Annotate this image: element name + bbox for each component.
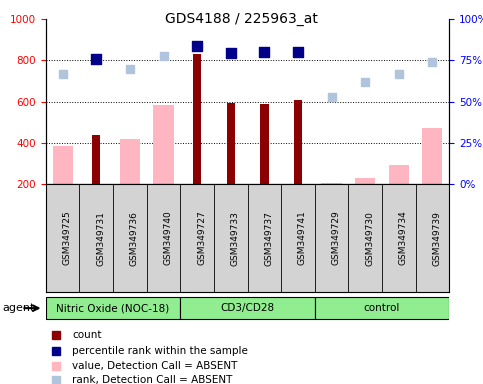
Text: rank, Detection Call = ABSENT: rank, Detection Call = ABSENT — [72, 376, 232, 384]
Bar — [227, 103, 235, 184]
Text: GSM349737: GSM349737 — [264, 211, 273, 265]
Text: GDS4188 / 225963_at: GDS4188 / 225963_at — [165, 12, 318, 25]
Text: GSM349734: GSM349734 — [399, 211, 408, 265]
Text: GSM349731: GSM349731 — [96, 211, 105, 265]
Point — [160, 53, 168, 60]
Point — [327, 94, 335, 100]
Text: GSM349739: GSM349739 — [432, 211, 441, 265]
Bar — [154, 106, 173, 184]
Text: agent: agent — [2, 303, 35, 313]
Point — [193, 43, 201, 49]
Bar — [193, 54, 201, 184]
Text: GSM349727: GSM349727 — [197, 211, 206, 265]
Point — [294, 49, 302, 55]
FancyBboxPatch shape — [46, 297, 180, 319]
Text: GSM349725: GSM349725 — [63, 211, 71, 265]
Text: control: control — [364, 303, 400, 313]
Text: GSM349730: GSM349730 — [365, 211, 374, 265]
FancyBboxPatch shape — [180, 297, 315, 319]
Point — [428, 58, 436, 65]
Bar — [294, 100, 302, 184]
Text: count: count — [72, 330, 101, 340]
Text: GSM349733: GSM349733 — [231, 211, 240, 265]
Point — [126, 66, 134, 72]
Text: GSM349741: GSM349741 — [298, 211, 307, 265]
Text: GSM349736: GSM349736 — [130, 211, 139, 265]
Point — [92, 56, 100, 63]
Bar — [322, 183, 341, 184]
Point — [59, 71, 67, 77]
Point — [395, 71, 403, 77]
Point — [260, 49, 268, 55]
Bar — [120, 139, 140, 184]
Point — [361, 79, 369, 85]
Text: GSM349729: GSM349729 — [331, 211, 341, 265]
Bar — [92, 135, 100, 184]
Bar — [355, 178, 375, 184]
Text: GSM349740: GSM349740 — [164, 211, 172, 265]
Text: percentile rank within the sample: percentile rank within the sample — [72, 346, 248, 356]
Text: value, Detection Call = ABSENT: value, Detection Call = ABSENT — [72, 361, 238, 371]
Text: Nitric Oxide (NOC-18): Nitric Oxide (NOC-18) — [57, 303, 170, 313]
Bar — [422, 127, 442, 184]
Bar — [260, 104, 269, 184]
FancyBboxPatch shape — [315, 297, 449, 319]
Point — [227, 50, 235, 56]
Text: CD3/CD28: CD3/CD28 — [220, 303, 275, 313]
Bar — [389, 165, 409, 184]
Bar — [53, 146, 73, 184]
